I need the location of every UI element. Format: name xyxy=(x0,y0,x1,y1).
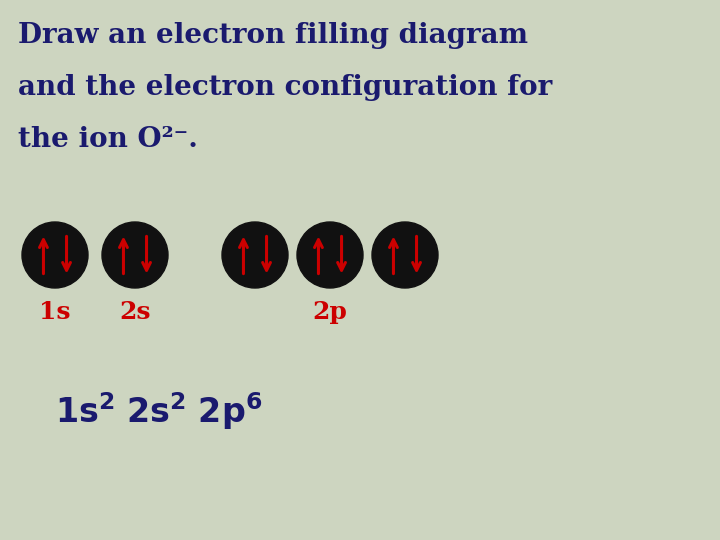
Text: 2s: 2s xyxy=(120,300,150,324)
Text: the ion O²⁻.: the ion O²⁻. xyxy=(18,126,198,153)
Circle shape xyxy=(372,222,438,288)
Text: $\mathsf{\mathbf{1s^2\ 2s^2\ 2p^6}}$: $\mathsf{\mathbf{1s^2\ 2s^2\ 2p^6}}$ xyxy=(55,390,263,432)
Circle shape xyxy=(222,222,288,288)
Text: Draw an electron filling diagram: Draw an electron filling diagram xyxy=(18,22,528,49)
Text: and the electron configuration for: and the electron configuration for xyxy=(18,74,552,101)
Circle shape xyxy=(22,222,88,288)
Text: 2p: 2p xyxy=(312,300,348,324)
Text: 1s: 1s xyxy=(40,300,71,324)
Circle shape xyxy=(297,222,363,288)
Circle shape xyxy=(102,222,168,288)
